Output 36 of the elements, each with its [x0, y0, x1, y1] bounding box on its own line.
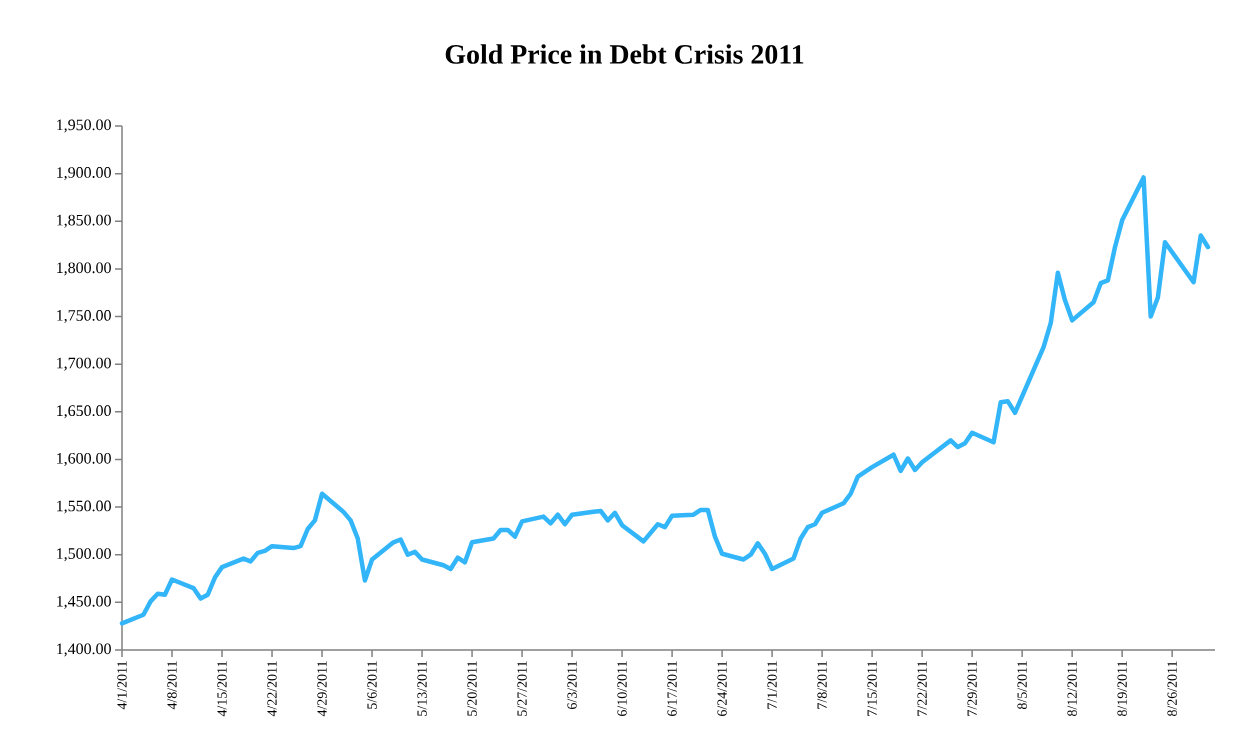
y-tick-label: 1,900.00 — [57, 167, 111, 181]
y-tick-label: 1,600.00 — [57, 452, 111, 466]
y-tick-label: 1,750.00 — [57, 310, 111, 324]
x-tick-label: 6/3/2011 — [567, 661, 577, 709]
x-tick-label: 4/29/2011 — [317, 661, 327, 717]
y-tick-label: 1,850.00 — [57, 214, 111, 228]
y-tick-label: 1,400.00 — [57, 643, 111, 657]
y-tick-label: 1,950.00 — [57, 119, 111, 133]
x-tick-label: 7/8/2011 — [817, 661, 827, 709]
x-tick-label: 4/15/2011 — [217, 661, 227, 717]
x-tick-label: 8/26/2011 — [1167, 661, 1177, 717]
y-tick-label: 1,550.00 — [57, 500, 111, 514]
x-tick-label: 7/29/2011 — [967, 661, 977, 716]
x-tick-label: 8/12/2011 — [1067, 661, 1077, 717]
y-tick-label: 1,450.00 — [57, 595, 111, 609]
x-tick-label: 4/22/2011 — [267, 661, 277, 717]
x-tick-label: 7/15/2011 — [867, 661, 877, 716]
x-tick-label: 8/5/2011 — [1017, 661, 1027, 710]
x-tick-label: 4/8/2011 — [167, 661, 177, 710]
x-tick-label: 5/20/2011 — [467, 661, 477, 716]
x-tick-label: 7/1/2011 — [767, 661, 777, 709]
x-tick-label: 8/19/2011 — [1117, 661, 1127, 717]
x-tick-label: 4/1/2011 — [117, 661, 127, 710]
y-tick-label: 1,800.00 — [57, 262, 111, 276]
x-tick-label: 6/24/2011 — [717, 661, 727, 716]
x-tick-label: 5/13/2011 — [417, 661, 427, 716]
x-tick-label: 5/27/2011 — [517, 661, 527, 716]
chart-title: Gold Price in Debt Crisis 2011 — [445, 44, 804, 64]
x-tick-label: 7/22/2011 — [917, 661, 927, 716]
y-tick-label: 1,500.00 — [57, 548, 111, 562]
line-series — [119, 175, 1211, 626]
x-tick-label: 5/6/2011 — [367, 661, 377, 709]
y-tick-label: 1,700.00 — [57, 357, 111, 371]
x-tick-label: 6/10/2011 — [617, 661, 627, 716]
y-tick-label: 1,650.00 — [57, 405, 111, 419]
x-tick-label: 6/17/2011 — [667, 661, 677, 716]
